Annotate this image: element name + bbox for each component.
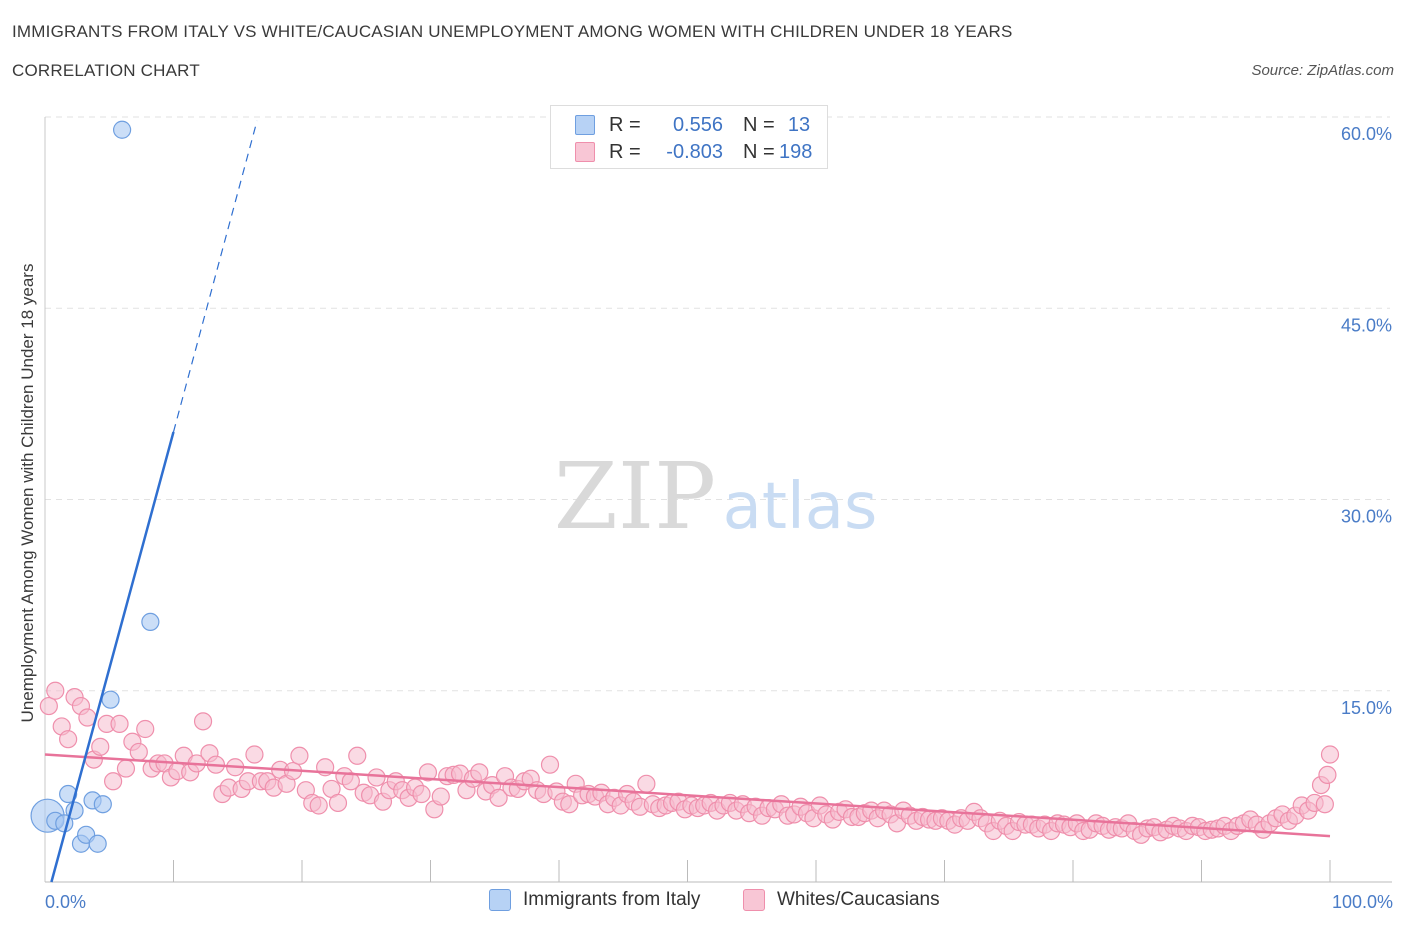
legend-r-label: R = [609,113,641,136]
whites-caucasians-points [39,681,1340,844]
y-tick-label: 60.0% [1341,124,1392,144]
y-axis-label: Unemployment Among Women with Children U… [18,264,37,723]
trend-lines [44,120,1331,883]
grid-layer [45,116,1390,692]
whites-caucasians-point [193,712,213,731]
watermark: ZIP atlas [554,443,877,550]
whites-caucasians-point [328,793,348,813]
immigrants-italy-point [112,120,132,139]
immigrants-italy-point [59,784,78,804]
whites-caucasians-point [1320,745,1340,764]
chart-title: IMMIGRANTS FROM ITALY VS WHITE/CAUCASIAN… [12,22,1013,41]
whites-caucasians-trend-line [44,753,1331,838]
immigrants-italy-point [141,612,160,632]
legend-n-value: 13 [787,113,811,136]
whites-caucasians-point [637,774,656,793]
legend-label-italy: Immigrants from Italy [523,889,701,910]
immigrants-italy-point [93,795,112,814]
x-tick-label-max: 100.0% [1332,892,1393,912]
legend-r-label: R = [609,140,641,163]
whites-caucasians-point [431,787,450,806]
immigrants-italy-trend-extension [172,120,258,433]
whites-caucasians-point [309,796,328,815]
whites-caucasians-point [348,746,367,765]
whites-caucasians-point [540,755,560,774]
whites-caucasians-point [1318,765,1337,785]
source-label: Source: ZipAtlas.com [1251,62,1394,79]
whites-caucasians-point [116,759,136,778]
whites-caucasians-point [129,742,148,762]
whites-caucasians-point [91,737,110,756]
y-tick-label: 45.0% [1341,315,1392,335]
immigrants-italy-point [88,834,107,853]
whites-caucasians-point [412,784,431,804]
y-tick-label: 30.0% [1341,507,1392,527]
whites-caucasians-point [1315,795,1334,814]
x-tick-label-min: 0.0% [45,892,86,912]
whites-caucasians-point [245,745,264,764]
series-legend: Immigrants from Italy Whites/Caucasians [0,889,1406,915]
tick-labels: 15.0% 30.0% 45.0% 60.0% 0.0% 100.0% [45,124,1393,912]
legend-row-italy: R = 0.556 N = 13 [575,113,819,137]
whites-caucasians-point [136,719,155,739]
watermark-atlas: atlas [723,470,878,544]
correlation-legend: R = 0.556 N = 13 R = -0.803 N = 198 [550,105,828,169]
legend-r-value: 0.556 [672,113,723,136]
immigrants-italy-point [101,690,120,709]
legend-swatch-blue [575,115,595,135]
y-tick-label: 15.0% [1341,698,1392,718]
legend-r-value: -0.803 [666,140,723,163]
immigrants-italy-points [30,120,160,853]
whites-caucasians-point [560,795,579,814]
legend-n-value: 198 [779,140,813,163]
whites-caucasians-point [39,696,58,716]
chart-subtitle: CORRELATION CHART [12,61,200,80]
whites-caucasians-point [367,768,386,787]
whites-caucasians-point [418,763,438,782]
watermark-zip: ZIP [554,443,716,550]
immigrants-italy-trend-line [50,431,175,883]
whites-caucasians-point [59,730,78,749]
whites-caucasians-point [470,763,489,782]
legend-item-whites: Whites/Caucasians [743,889,940,911]
whites-caucasians-point [110,714,129,734]
legend-row-whites: R = -0.803 N = 198 [575,140,819,164]
legend-swatch-blue [489,889,511,911]
legend-swatch-pink [575,142,595,162]
whites-caucasians-point [489,788,508,807]
legend-n-label: N = [743,140,775,163]
legend-n-label: N = [743,113,775,136]
whites-caucasians-point [290,746,309,765]
legend-label-whites: Whites/Caucasians [777,889,940,910]
legend-swatch-pink [743,889,765,911]
legend-item-italy: Immigrants from Italy [489,889,700,911]
whites-caucasians-point [46,681,65,700]
whites-caucasians-point [104,772,123,791]
